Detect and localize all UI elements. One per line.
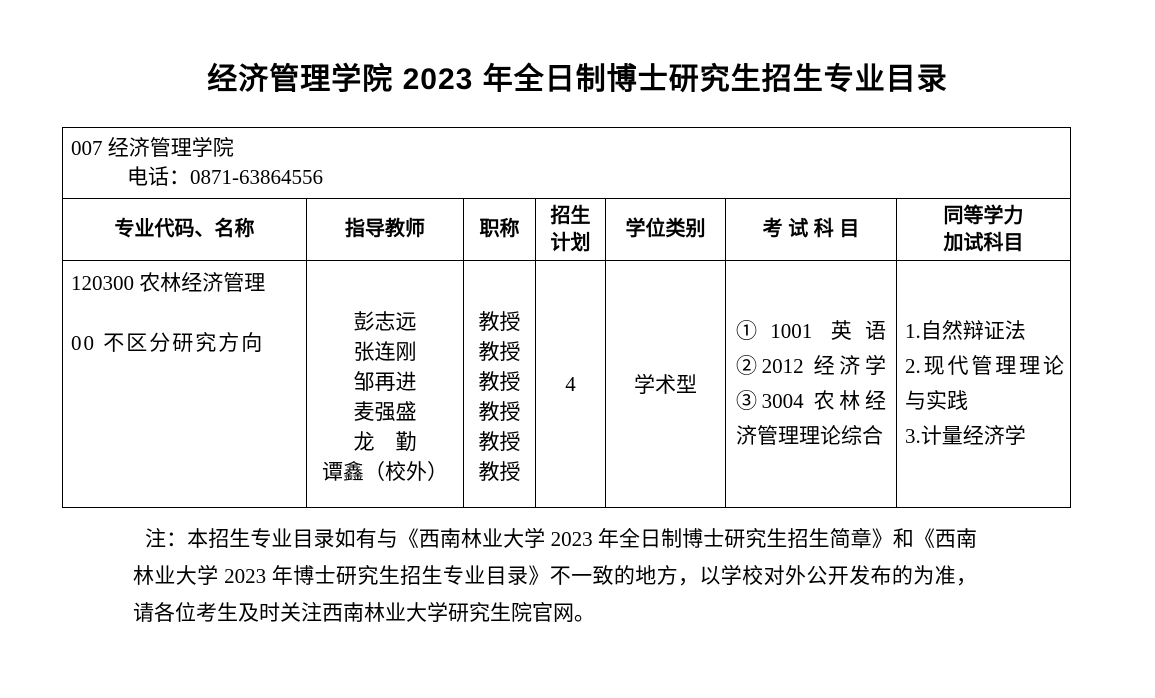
col-header-exam-subjects: 考 试 科 目 [725, 198, 897, 261]
advisor-title: 教授 [478, 460, 521, 484]
col-header-degree-type: 学位类别 [605, 198, 726, 261]
exam-subjects-value: ①1001 英语 ②2012 经济学 ③3004 农林经济管理理论综合 [725, 260, 897, 508]
col-header-enrollment-plan-line1: 招生 [550, 204, 591, 227]
enrollment-plan-value: 4 [535, 260, 606, 508]
col-header-equivalency-subjects: 同等学力 加试科目 [895, 198, 1072, 261]
major-data-row: 120300 农林经济管理 00 不区分研究方向 彭志远 张连刚 邹再进 麦强盛… [62, 260, 1072, 508]
college-code-name: 007 经济管理学院 [71, 136, 234, 160]
advisor-title: 教授 [478, 400, 521, 424]
footnote: 注：本招生专业目录如有与《西南林业大学 2023 年全日制博士研究生招生简章》和… [133, 527, 977, 625]
degree-type-value: 学术型 [605, 260, 726, 508]
col-header-enrollment-plan-line2: 计划 [550, 231, 591, 254]
advisor-name: 彭志远 [353, 310, 417, 334]
equivalency-subject: 2.现代管理理论与实践 [905, 354, 1065, 413]
equivalency-subjects-list: 1.自然辩证法 2.现代管理理论与实践 3.计量经济学 [895, 260, 1072, 508]
advisor-title: 教授 [478, 430, 521, 454]
college-phone: 电话：0871-63864556 [127, 165, 323, 189]
col-header-title: 职称 [463, 198, 536, 261]
college-header-row: 007 经济管理学院 电话：0871-63864556 [61, 127, 1072, 199]
admission-catalog-table: 007 经济管理学院 电话：0871-63864556 专业代码、名称 指导教师… [61, 127, 1072, 508]
advisor-name: 麦强盛 [353, 400, 417, 424]
col-header-advisor: 指导教师 [306, 198, 464, 261]
page-title: 经济管理学院 2023 年全日制博士研究生招生专业目录 [207, 63, 948, 96]
advisor-title: 教授 [478, 370, 521, 394]
equivalency-subject: 3.计量经济学 [905, 424, 1026, 448]
advisor-title-list: 教授 教授 教授 教授 教授 教授 [463, 260, 536, 508]
advisor-name: 张连刚 [353, 340, 417, 364]
col-header-major-code-name: 专业代码、名称 [62, 198, 307, 261]
equivalency-subject: 1.自然辩证法 [905, 319, 1026, 343]
advisor-name: 邹再进 [353, 370, 417, 394]
col-header-enrollment-plan: 招生 计划 [535, 198, 606, 261]
major-code: 120300 农林经济管理 [71, 271, 266, 295]
col-header-equivalency-line2: 加试科目 [943, 231, 1024, 254]
college-header-cell: 007 经济管理学院 电话：0871-63864556 [61, 127, 1072, 199]
advisor-name: 谭鑫（校外） [322, 460, 448, 484]
advisor-title: 教授 [478, 310, 521, 334]
col-header-equivalency-line1: 同等学力 [943, 204, 1024, 227]
research-direction: 00 不区分研究方向 [71, 331, 265, 355]
advisor-list: 彭志远 张连刚 邹再进 麦强盛 龙 勤 谭鑫（校外） [306, 260, 464, 508]
table-header-row: 专业代码、名称 指导教师 职称 招生 计划 学位类别 考 试 科 目 同等学力 … [62, 198, 1072, 261]
major-cell: 120300 农林经济管理 00 不区分研究方向 [62, 260, 307, 508]
advisor-name: 龙 勤 [353, 430, 417, 454]
advisor-title: 教授 [478, 340, 521, 364]
